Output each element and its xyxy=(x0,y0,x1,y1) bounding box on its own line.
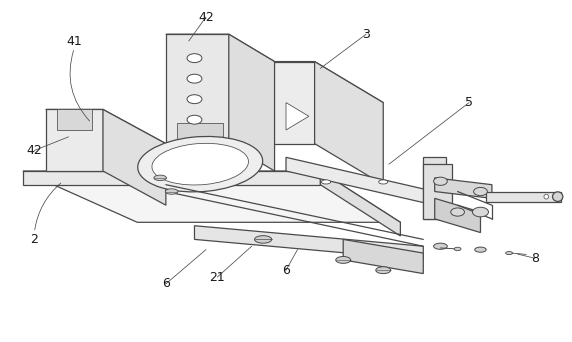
Ellipse shape xyxy=(376,267,391,274)
Polygon shape xyxy=(229,34,275,171)
Ellipse shape xyxy=(553,192,563,201)
Text: 5: 5 xyxy=(465,96,473,109)
Circle shape xyxy=(187,54,202,63)
Text: 42: 42 xyxy=(198,11,214,24)
Polygon shape xyxy=(252,92,269,116)
Text: 41: 41 xyxy=(66,35,82,48)
Text: 3: 3 xyxy=(362,28,370,41)
Circle shape xyxy=(434,177,447,185)
Polygon shape xyxy=(435,178,492,198)
Ellipse shape xyxy=(379,180,388,184)
Polygon shape xyxy=(343,239,423,274)
Circle shape xyxy=(187,95,202,104)
Ellipse shape xyxy=(321,180,331,184)
Circle shape xyxy=(474,187,487,196)
Polygon shape xyxy=(320,171,400,236)
Ellipse shape xyxy=(454,247,461,251)
Polygon shape xyxy=(315,62,383,185)
Polygon shape xyxy=(486,192,561,202)
Circle shape xyxy=(187,115,202,124)
Polygon shape xyxy=(177,123,223,140)
Text: 8: 8 xyxy=(531,252,539,265)
Polygon shape xyxy=(435,198,480,233)
Polygon shape xyxy=(194,226,423,260)
Text: 21: 21 xyxy=(209,271,225,284)
Ellipse shape xyxy=(506,252,513,254)
Polygon shape xyxy=(23,171,320,185)
Ellipse shape xyxy=(154,175,166,181)
Polygon shape xyxy=(423,157,446,219)
Polygon shape xyxy=(23,171,400,222)
Ellipse shape xyxy=(434,243,447,249)
Polygon shape xyxy=(229,62,315,144)
Polygon shape xyxy=(252,68,269,86)
Text: 6: 6 xyxy=(162,277,170,290)
Circle shape xyxy=(472,207,488,217)
Ellipse shape xyxy=(138,136,263,192)
Polygon shape xyxy=(286,157,435,205)
Text: 2: 2 xyxy=(30,233,38,246)
Ellipse shape xyxy=(544,194,549,199)
Text: 6: 6 xyxy=(282,264,290,277)
Polygon shape xyxy=(166,34,275,62)
Circle shape xyxy=(451,208,464,216)
Polygon shape xyxy=(103,109,166,205)
Ellipse shape xyxy=(152,143,248,185)
Polygon shape xyxy=(46,109,103,171)
Polygon shape xyxy=(166,34,229,144)
Ellipse shape xyxy=(475,247,486,252)
Ellipse shape xyxy=(255,236,272,243)
Ellipse shape xyxy=(165,189,178,194)
Polygon shape xyxy=(423,164,452,219)
Polygon shape xyxy=(57,109,92,130)
Text: 42: 42 xyxy=(26,144,42,157)
Ellipse shape xyxy=(336,256,351,263)
Circle shape xyxy=(187,74,202,83)
Polygon shape xyxy=(286,103,309,130)
Polygon shape xyxy=(229,62,383,103)
Polygon shape xyxy=(46,109,166,144)
